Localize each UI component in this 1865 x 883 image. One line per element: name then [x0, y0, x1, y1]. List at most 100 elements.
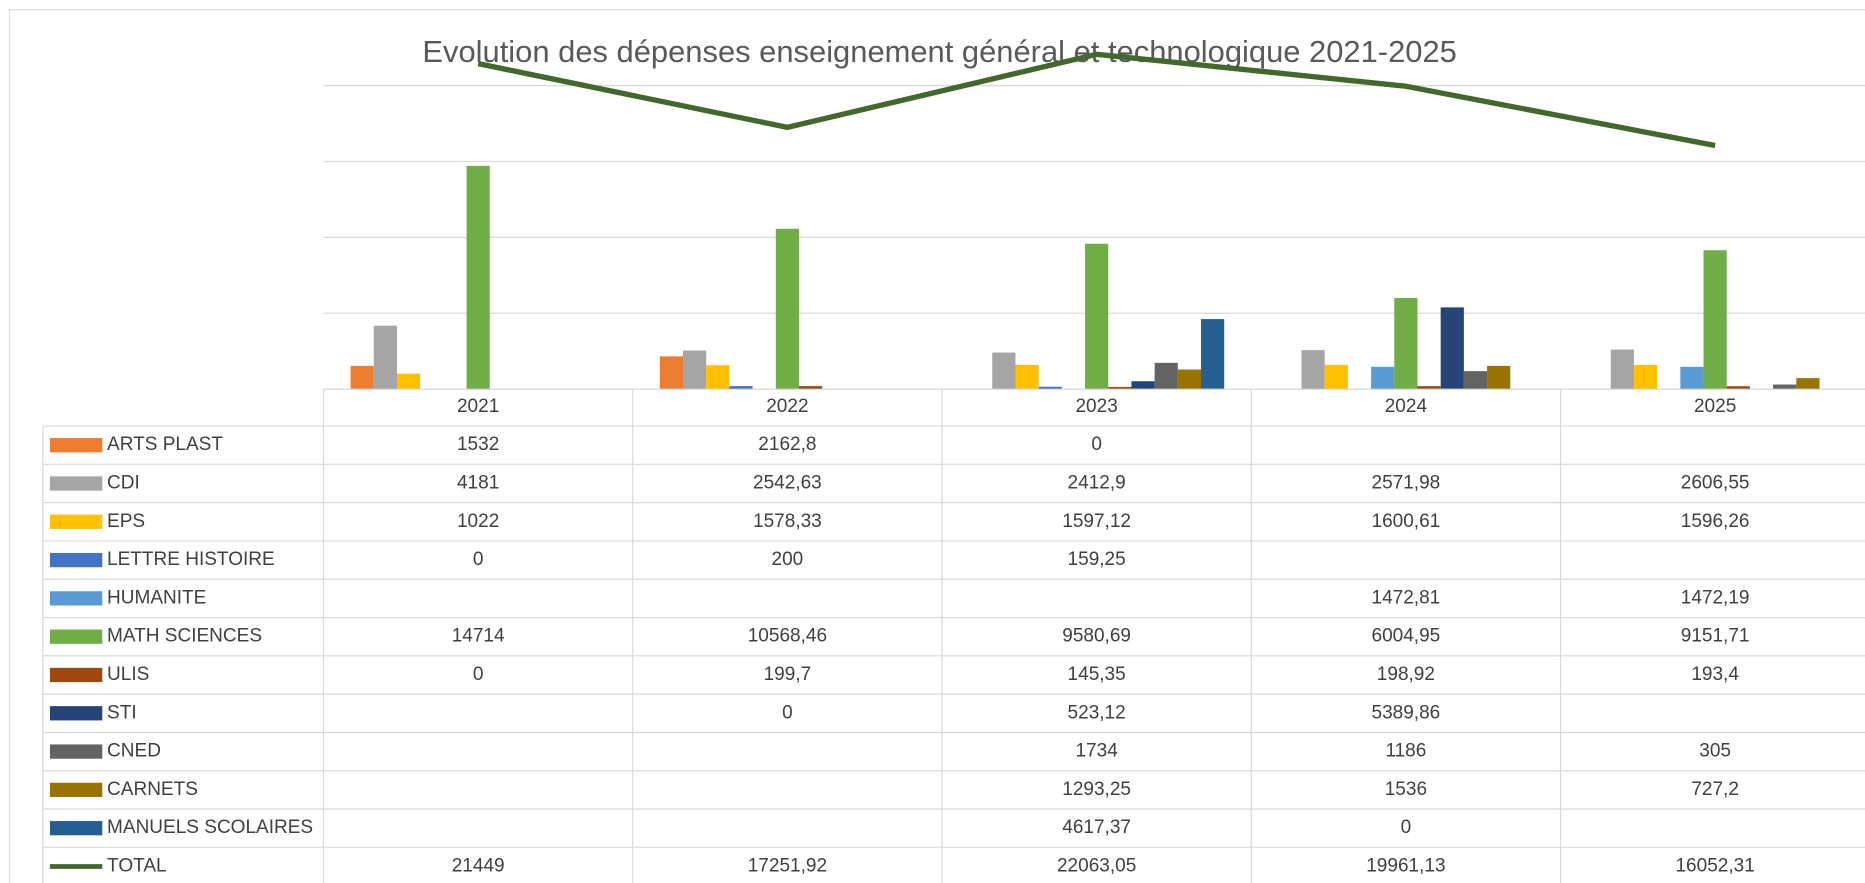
data-table-value: 305 [1699, 741, 1731, 762]
bar [1154, 362, 1178, 390]
bar [1085, 243, 1109, 390]
bar [798, 386, 823, 390]
bar [1773, 384, 1797, 390]
data-table-value: 1734 [1075, 741, 1118, 762]
bar [1394, 298, 1418, 390]
data-table-value: 200 [772, 549, 804, 570]
data-table-value: 0 [473, 549, 484, 570]
bar [775, 228, 799, 390]
legend-label: CNED [107, 741, 161, 762]
data-table-value: 1596,26 [1681, 511, 1750, 532]
legend-label: MANUELS SCOLAIRES [107, 817, 313, 838]
bar [1108, 386, 1132, 390]
data-table-value: 2412,9 [1068, 473, 1126, 494]
data-table-value: 0 [1401, 817, 1412, 838]
bar [992, 352, 1016, 390]
x-tick-label: 2023 [1075, 396, 1117, 417]
data-table-value: 1532 [457, 434, 499, 455]
data-table-value: 199,7 [764, 664, 812, 685]
bar [373, 325, 397, 390]
bar [1201, 319, 1225, 390]
legend-label: TOTAL [107, 856, 167, 877]
x-tick-label: 2022 [766, 396, 808, 417]
data-table-value: 523,12 [1068, 702, 1126, 723]
bar [1038, 386, 1062, 390]
bar [1324, 364, 1348, 390]
bar [659, 356, 684, 390]
data-table-value: 6004,95 [1372, 626, 1441, 647]
bar [1131, 381, 1155, 390]
legend-key [49, 514, 103, 529]
data-table-value: 0 [473, 664, 484, 685]
data-table-value: 145,35 [1068, 664, 1126, 685]
bar [683, 350, 707, 390]
bar [466, 165, 490, 390]
data-table-value: 159,25 [1068, 549, 1126, 570]
bar [1633, 364, 1658, 390]
legend-label: EPS [107, 511, 145, 532]
bar [1487, 365, 1511, 390]
bar [1015, 364, 1039, 390]
data-table-value: 21449 [452, 856, 505, 877]
legend-label: STI [107, 702, 137, 723]
data-table-value: 14714 [452, 626, 505, 647]
data-table-value: 198,92 [1377, 664, 1435, 685]
legend-key [49, 821, 103, 836]
data-table-value: 17251,92 [748, 856, 827, 877]
data-table-value: 0 [1091, 434, 1102, 455]
legend-key [49, 667, 103, 683]
data-table-value: 16052,31 [1675, 856, 1754, 877]
bar [1726, 386, 1750, 390]
legend-key [49, 438, 103, 453]
data-table-value: 1022 [457, 511, 499, 532]
data-table-value: 1536 [1385, 779, 1427, 800]
legend-label: ARTS PLAST [107, 434, 223, 455]
legend-label: LETTRE HISTOIRE [107, 549, 275, 570]
legend-key [49, 552, 103, 568]
legend-key [49, 629, 103, 644]
bar [1417, 386, 1441, 390]
legend-label: MATH SCIENCES [107, 626, 262, 647]
bar [1463, 371, 1488, 390]
bar [706, 365, 730, 390]
line-series [477, 51, 1716, 149]
bar [1177, 369, 1202, 390]
bar [729, 386, 753, 390]
data-table-value: 19961,13 [1366, 856, 1445, 877]
legend-label: CDI [107, 473, 140, 494]
bar [1371, 366, 1395, 390]
x-tick-label: 2021 [457, 396, 499, 417]
data-table-value: 5389,86 [1372, 702, 1441, 723]
data-table-value: 193,4 [1691, 664, 1739, 685]
data-table-value: 0 [782, 702, 793, 723]
data-table-value: 2606,55 [1681, 473, 1750, 494]
bar [1680, 366, 1704, 390]
data-table-value: 1600,61 [1372, 511, 1441, 532]
data-table-value: 2542,63 [753, 473, 822, 494]
legend-key [49, 744, 103, 759]
legend-key [49, 706, 103, 721]
data-table-value: 1293,25 [1062, 779, 1131, 800]
chart-title: Evolution des dépenses enseignement géné… [422, 34, 1456, 69]
x-tick-label: 2024 [1385, 396, 1428, 417]
data-table-value: 9580,69 [1062, 626, 1131, 647]
data-table-value: 1186 [1385, 741, 1426, 762]
data-table-value: 1578,33 [753, 511, 822, 532]
legend-key [49, 782, 103, 798]
data-table-value: 4181 [457, 473, 499, 494]
data-table-value: 1597,12 [1062, 511, 1131, 532]
legend-label: ULIS [107, 664, 149, 685]
bar [1703, 250, 1727, 390]
legend-key [49, 591, 103, 606]
bar [1610, 349, 1634, 390]
data-table-value: 2571,98 [1372, 473, 1441, 494]
data-table-value: 22063,05 [1057, 856, 1136, 877]
bar [1301, 350, 1325, 390]
legend-label: HUMANITE [107, 587, 206, 608]
bar [1440, 307, 1464, 390]
chart-border [8, 9, 1865, 883]
bar [350, 365, 374, 390]
legend-label: CARNETS [107, 779, 198, 800]
